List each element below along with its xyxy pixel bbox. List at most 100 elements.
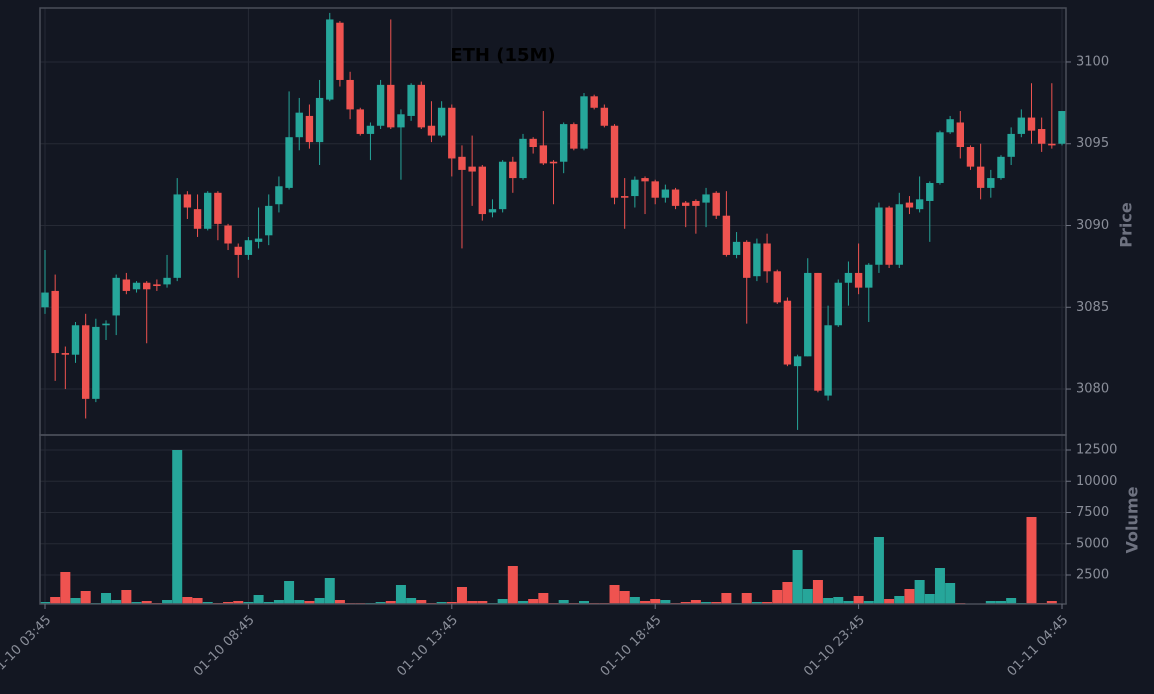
candle-body (1058, 111, 1066, 144)
y-tick-label: 3100 (1076, 54, 1109, 69)
volume-bar (263, 602, 274, 604)
volume-frame (39, 434, 1067, 605)
candle-body (641, 178, 649, 182)
candle-body (448, 107, 456, 159)
volume-bar (467, 601, 478, 604)
volume-bar (629, 597, 640, 604)
volume-bar (538, 593, 549, 604)
volume-bar (558, 600, 569, 604)
volume-bar (446, 602, 457, 604)
volume-bar (995, 601, 1006, 604)
candle-body (590, 96, 598, 108)
candle-body (600, 107, 609, 126)
y-tick-label: 3085 (1076, 300, 1109, 315)
candle-body (712, 192, 720, 216)
candle-body (153, 284, 161, 287)
candle-body (265, 205, 273, 236)
candle-body (885, 207, 893, 265)
candle-body (905, 202, 914, 208)
candle-body (946, 119, 954, 133)
candle-body (671, 189, 680, 206)
volume-bar (782, 582, 793, 604)
volume-bar (619, 591, 630, 604)
candle-body (682, 202, 690, 206)
volume-bar (772, 590, 783, 604)
candle-body (620, 196, 629, 198)
volume-bar (375, 602, 386, 604)
candle-body (51, 290, 59, 354)
candle-body (875, 207, 883, 265)
volume-bar (50, 597, 61, 604)
volume-bar (924, 594, 935, 604)
candle-body (1027, 117, 1036, 131)
volume-bar (456, 587, 467, 604)
candle-body (387, 84, 395, 128)
volume-tick-label: 12500 (1076, 443, 1117, 458)
volume-bar (507, 566, 518, 604)
candle-body (244, 240, 253, 255)
volume-bar (904, 589, 915, 604)
candle-body (346, 79, 354, 110)
candle-body (814, 272, 822, 391)
volume-bar (843, 601, 854, 604)
candle-body (193, 209, 202, 229)
candle-body (458, 156, 466, 170)
candle-body (631, 179, 639, 197)
volume-bar (192, 598, 203, 604)
chart-title: ETH (15M) (450, 45, 555, 66)
volume-bar (528, 599, 539, 604)
candle-body (1037, 129, 1046, 144)
volume-bar (284, 581, 295, 604)
volume-bar (324, 578, 335, 604)
candle-body (804, 272, 812, 357)
candle-body (539, 145, 548, 164)
candle-body (275, 186, 283, 205)
candle-body (743, 241, 751, 278)
candle-body (519, 138, 527, 179)
candle-body (763, 243, 771, 272)
candle-body (1048, 143, 1056, 146)
candle-body (895, 204, 903, 265)
candle-body (214, 192, 222, 224)
volume-bar (60, 572, 71, 604)
volume-bar (985, 601, 996, 604)
candle-body (92, 326, 100, 399)
candle-body (793, 356, 802, 367)
candle-body (224, 225, 232, 244)
candle-body (570, 124, 578, 149)
candle-body (41, 292, 49, 308)
volume-bar (314, 598, 325, 604)
volume-tick-label: 2500 (1076, 568, 1109, 583)
volume-bar (873, 537, 884, 604)
volume-bar (416, 600, 427, 604)
volume-bar (70, 598, 81, 604)
candle-body (112, 277, 120, 316)
candle-body (580, 96, 588, 149)
candle-body (234, 246, 242, 255)
candle-body (376, 84, 385, 126)
volume-bar (223, 602, 234, 604)
candle-body (478, 166, 487, 215)
y-tick-label: 3080 (1076, 382, 1109, 397)
volume-bar (579, 601, 590, 604)
y-tick-label: 3095 (1076, 136, 1109, 151)
candle-body (783, 300, 792, 365)
volume-bar (80, 591, 91, 604)
candle-body (915, 199, 924, 210)
volume-bar (751, 602, 762, 604)
volume-bar (741, 593, 752, 604)
candle-body (143, 282, 151, 290)
candle-body (407, 84, 415, 116)
candle-body (844, 272, 853, 283)
volume-bar (141, 601, 152, 604)
volume-bar (650, 599, 661, 604)
volume-bar (202, 602, 213, 604)
volume-bar (945, 583, 956, 604)
candle-body (824, 325, 832, 396)
volume-bar (609, 585, 620, 604)
volume-bar (385, 601, 396, 604)
candle-body (254, 238, 263, 242)
volume-bar (853, 596, 864, 604)
